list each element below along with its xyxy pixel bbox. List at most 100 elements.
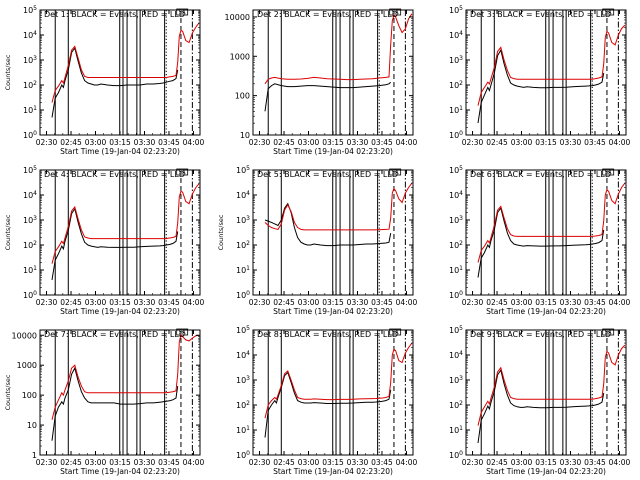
y-tick-label: 100: [449, 450, 463, 460]
y-tick-label: 104: [23, 30, 37, 40]
saa-box: [176, 8, 189, 16]
x-tick-label: 03:15: [535, 138, 557, 147]
y-tick-label: 104: [236, 190, 250, 200]
saa-annotation: SA: [605, 170, 612, 176]
x-tick-label: 02:45: [60, 458, 82, 467]
y-tick-label: 102: [236, 400, 250, 410]
y-tick-label: 101: [449, 105, 463, 115]
y-tick-label: 105: [236, 165, 250, 175]
y-tick-label: 100: [235, 92, 250, 101]
y-tick-label: 10000: [12, 331, 37, 340]
events-series-line: [264, 371, 392, 438]
x-tick-label: 04:00: [396, 458, 418, 467]
lld-series-line: [477, 344, 626, 426]
y-tick-label: 101: [449, 425, 463, 435]
panel-title: Det 2: BLACK = Events, RED = LLD: [257, 10, 398, 19]
x-tick-label: 03:15: [109, 138, 131, 147]
x-tick-label: 02:30: [36, 138, 58, 147]
y-tick-label: 102: [449, 400, 463, 410]
x-tick-label: 03:45: [584, 458, 606, 467]
y-tick-label: 102: [23, 240, 37, 250]
x-tick-label: 02:45: [486, 298, 508, 307]
x-tick-label: 02:45: [273, 298, 295, 307]
y-tick-label: 1000: [17, 361, 37, 370]
lld-series-line: [264, 342, 413, 419]
detector-panel: SA 100 101 102 103 104 105 02:30 02:45 03:00 03:15…: [236, 325, 418, 476]
events-series-line: [51, 46, 179, 118]
x-tick-label: 02:30: [462, 458, 484, 467]
x-tick-label: 03:30: [560, 458, 582, 467]
y-tick-label: 103: [236, 215, 250, 225]
saa-annotation: SA: [179, 170, 186, 176]
x-tick-label: 04:00: [396, 298, 418, 307]
x-tick-label: 03:00: [298, 298, 320, 307]
x-tick-label: 02:30: [36, 298, 58, 307]
y-tick-label: 105: [23, 165, 37, 175]
y-tick-label: 102: [449, 240, 463, 250]
panel-title: Det 8: BLACK = Events, RED = LLD: [257, 330, 398, 339]
y-tick-label: 104: [236, 350, 250, 360]
y-tick-label: 100: [236, 290, 250, 300]
x-tick-label: 03:00: [511, 458, 533, 467]
y-tick-label: 103: [449, 55, 463, 65]
lld-series-line: [51, 183, 200, 264]
x-tick-label: 03:00: [85, 138, 107, 147]
x-tick-label: 02:45: [486, 458, 508, 467]
detector-panel: SA 100 101 102 103 104 105 02:30 02:45 03:00 03:15…: [449, 5, 631, 147]
x-tick-label: 03:15: [322, 458, 344, 467]
saa-annotation: SA: [179, 330, 186, 336]
x-tick-label: 03:00: [298, 138, 320, 147]
y-tick-label: 100: [22, 391, 37, 400]
saa-annotation: SA: [605, 330, 612, 336]
x-tick-label: 04:00: [183, 458, 205, 467]
y-tick-label: 101: [23, 265, 37, 275]
lld-series-line: [264, 182, 413, 231]
y-tick-label: 100: [23, 130, 37, 140]
y-tick-label: 104: [449, 30, 463, 40]
x-tick-label: 03:30: [560, 138, 582, 147]
x-tick-label: 03:45: [371, 138, 393, 147]
panel-title: Det 3: BLACK = Events, RED = LLD: [470, 10, 611, 19]
y-tick-label: 1: [32, 451, 37, 460]
detector-panel: SA 100 101 102 103 104 105 02:30 02:45 03:00 03:15…: [449, 165, 631, 316]
x-tick-label: 03:00: [298, 458, 320, 467]
x-tick-label: 04:00: [183, 298, 205, 307]
saa-annotation: SA: [392, 10, 399, 16]
y-tick-label: 10: [240, 131, 250, 140]
x-tick-label: 04:00: [609, 138, 631, 147]
lld-series-line: [264, 13, 413, 85]
y-tick-label: 101: [236, 265, 250, 275]
y-tick-label: 103: [236, 375, 250, 385]
x-tick-label: 02:45: [486, 138, 508, 147]
y-axis-label: Counts/sec: [217, 214, 225, 250]
x-tick-label: 02:30: [462, 138, 484, 147]
y-tick-label: 105: [449, 325, 463, 335]
y-tick-label: 104: [23, 190, 37, 200]
x-tick-label: 03:45: [584, 298, 606, 307]
y-tick-label: 10: [27, 421, 37, 430]
x-tick-label: 03:30: [347, 298, 369, 307]
y-tick-label: 100: [23, 290, 37, 300]
y-tick-label: 105: [236, 325, 250, 335]
x-axis-label: Start Time (19-Jan-04 02:23:20): [486, 307, 606, 316]
saa-box: [176, 168, 189, 176]
x-tick-label: 03:00: [511, 298, 533, 307]
lld-series-line: [477, 24, 626, 106]
x-tick-label: 04:00: [396, 138, 418, 147]
x-tick-label: 03:00: [511, 138, 533, 147]
lld-series-line: [51, 334, 199, 420]
panel-title: Det 7: BLACK = Events, RED = LLD: [44, 330, 185, 339]
x-axis-label: Start Time (19-Jan-04 02:23:20): [60, 147, 180, 156]
y-tick-label: 100: [449, 130, 463, 140]
panel-title: Det 6: BLACK = Events, RED = LLD: [470, 170, 611, 179]
detector-panel: SA 100 101 102 103 104 105 02:30 02:45 03:00 03:15…: [4, 165, 204, 316]
x-tick-label: 03:45: [158, 138, 180, 147]
x-tick-label: 03:30: [347, 138, 369, 147]
y-tick-label: 1000: [230, 52, 250, 61]
saa-annotation: SA: [179, 10, 186, 16]
saa-box: [389, 8, 402, 16]
y-tick-label: 100: [236, 450, 250, 460]
y-tick-label: 101: [449, 265, 463, 275]
saa-annotation: SA: [392, 330, 399, 336]
